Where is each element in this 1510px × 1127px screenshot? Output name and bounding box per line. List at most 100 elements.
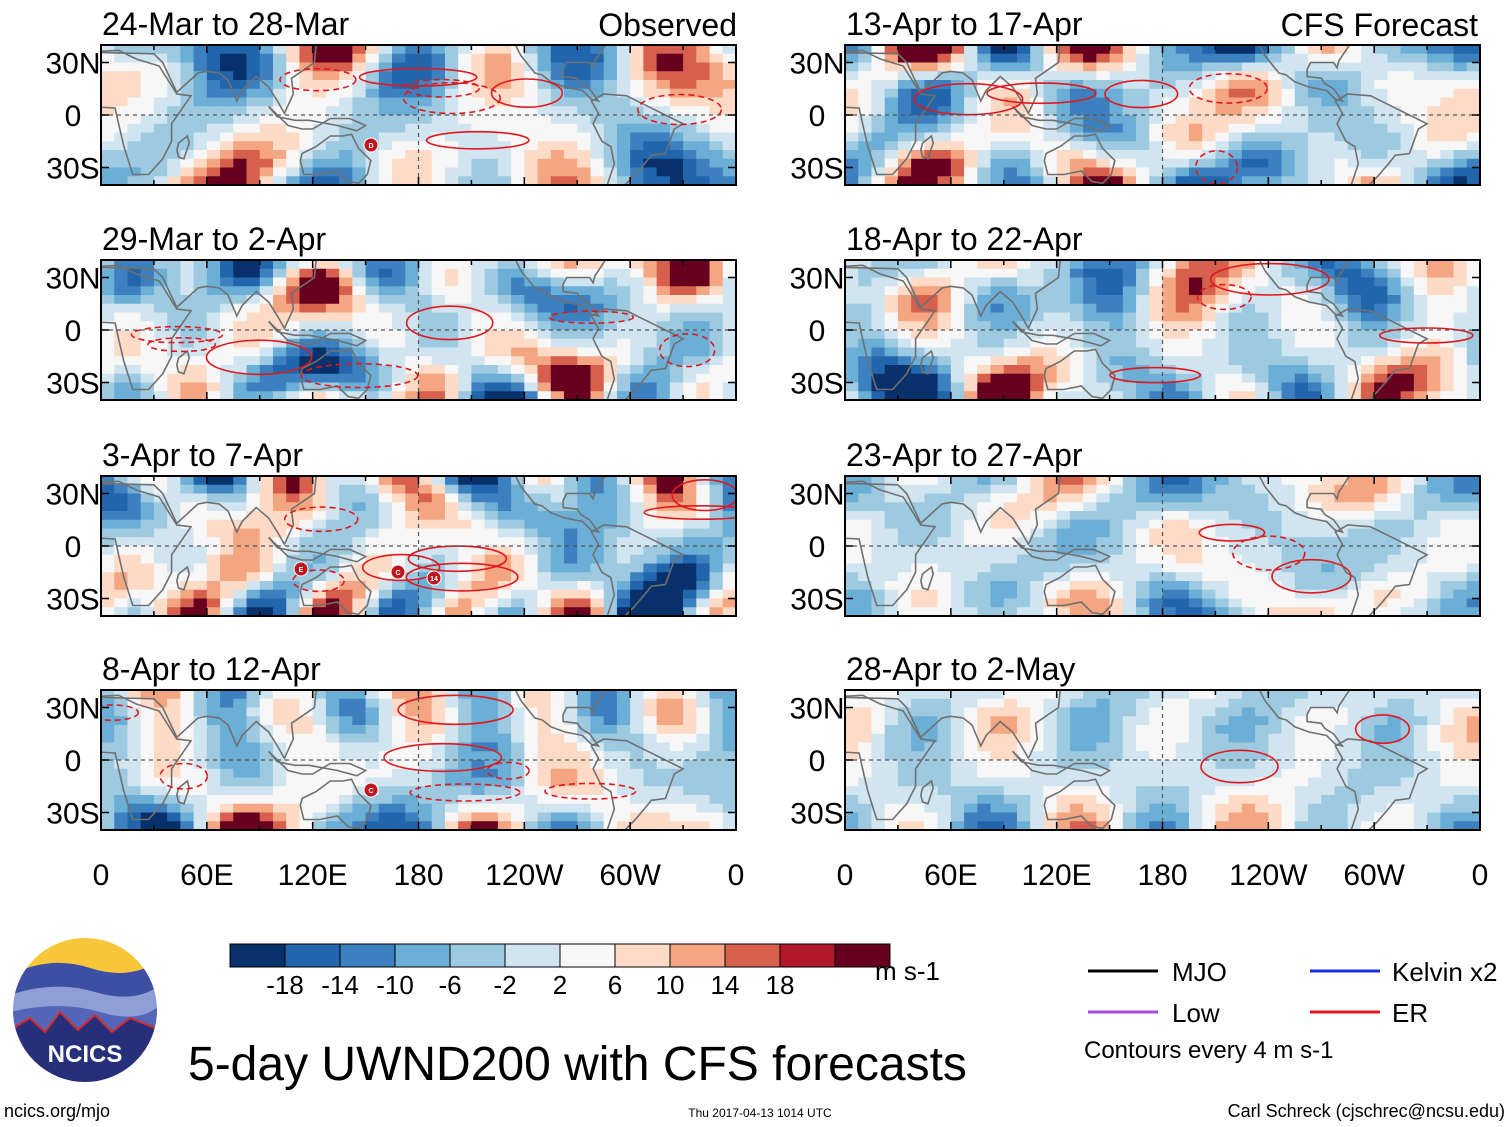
field-cell [246, 546, 261, 556]
field-cell [180, 821, 195, 830]
field-cell [524, 768, 539, 779]
field-cell [897, 158, 912, 169]
field-cell [180, 365, 195, 375]
field-cell [630, 158, 644, 169]
field-cell [1162, 286, 1177, 296]
field-cell [564, 132, 578, 142]
field-cell [153, 123, 168, 134]
field-cell [511, 502, 525, 512]
field-cell [325, 786, 340, 796]
field-cell [1175, 260, 1190, 270]
field-cell [259, 821, 274, 830]
field-cell [431, 382, 446, 392]
field-cell [1096, 347, 1111, 357]
field-cell [325, 373, 340, 384]
field-cell [550, 303, 565, 314]
field-cell [1241, 277, 1256, 287]
field-cell [153, 760, 168, 770]
field-cell [365, 607, 380, 616]
field-cell [259, 115, 274, 125]
field-cell [1241, 106, 1256, 116]
field-cell [1149, 115, 1164, 125]
field-cell [630, 356, 644, 366]
field-cell [1374, 115, 1388, 125]
field-cell [1308, 132, 1322, 142]
field-cell [140, 563, 155, 573]
field-cell [259, 382, 274, 392]
field-cell [1400, 382, 1415, 392]
field-cell [233, 365, 248, 375]
field-cell [220, 528, 234, 538]
field-cell [1466, 268, 1480, 279]
coastline-maritime [267, 750, 368, 777]
field-cell [220, 795, 234, 805]
field-cell [964, 45, 978, 55]
field-cell [1268, 141, 1283, 151]
field-cell [643, 158, 658, 169]
field-cell [153, 106, 168, 116]
field-cell [220, 598, 234, 608]
field-cell [1453, 80, 1468, 90]
field-cell [1069, 132, 1084, 142]
field-cell [378, 795, 393, 805]
field-cell [511, 698, 525, 709]
field-cell [669, 493, 684, 503]
field-cell [643, 493, 658, 503]
field-cell [524, 760, 539, 770]
field-cell [1453, 150, 1468, 160]
field-cell [1162, 338, 1177, 349]
field-cell [312, 347, 327, 357]
field-cell [1440, 141, 1455, 151]
field-cell [1003, 347, 1018, 357]
field-cell [458, 572, 473, 582]
field-cell [325, 97, 340, 107]
field-cell [471, 607, 486, 616]
field-cell [1188, 132, 1203, 142]
field-cell [871, 80, 886, 90]
field-cell [259, 150, 274, 160]
field-cell [365, 268, 380, 279]
field-cell [1294, 45, 1309, 55]
field-cell [418, 295, 433, 305]
field-cell [845, 45, 859, 55]
field-cell [233, 725, 248, 735]
field-cell [1215, 347, 1230, 357]
field-cell [643, 546, 658, 556]
field-cell [1347, 476, 1362, 486]
field-cell [537, 768, 552, 779]
field-cell [656, 150, 671, 160]
field-cell [1268, 123, 1283, 134]
field-cell [1241, 373, 1256, 384]
field-cell [193, 45, 208, 55]
field-cell [550, 286, 565, 296]
field-cell [497, 698, 512, 709]
field-cell [1003, 53, 1018, 64]
field-cell [643, 356, 658, 366]
field-cell [630, 373, 644, 384]
field-cell [206, 698, 221, 709]
wind-field [101, 45, 736, 185]
field-cell [683, 546, 697, 556]
field-cell [897, 176, 912, 185]
field-cell [616, 53, 631, 64]
field-cell [683, 80, 697, 90]
field-cell [378, 537, 393, 547]
field-cell [206, 519, 221, 530]
field-cell [299, 106, 314, 116]
field-cell [272, 707, 287, 717]
field-cell [1069, 391, 1084, 400]
field-cell [1043, 88, 1058, 99]
coastline-eurasia [845, 260, 1062, 331]
field-cell [1162, 295, 1177, 305]
field-cell [1427, 176, 1441, 185]
field-cell [1228, 80, 1243, 90]
field-cell [564, 528, 578, 538]
field-cell [471, 80, 486, 90]
field-cell [550, 115, 565, 125]
field-cell [1308, 115, 1322, 125]
field-cell [193, 502, 208, 512]
field-cell [101, 286, 115, 296]
field-cell [603, 268, 618, 279]
field-cell [1175, 53, 1190, 64]
field-cell [259, 742, 274, 752]
